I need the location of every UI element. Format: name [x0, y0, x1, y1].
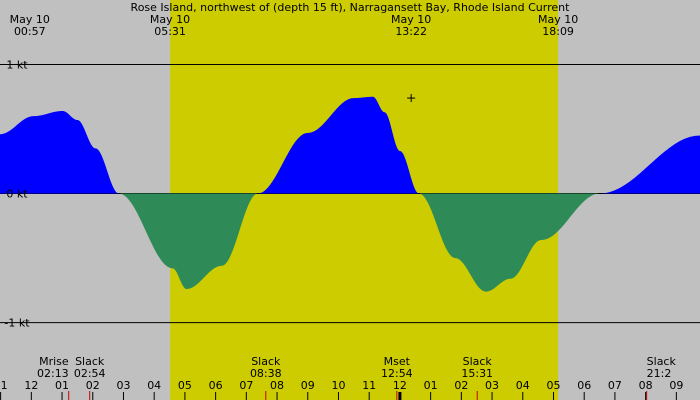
event-label: Slack [647, 355, 677, 368]
hour-label: 08 [270, 379, 284, 392]
event-time: 02:13 [37, 367, 69, 380]
y-tick-label: -1 kt [4, 317, 30, 330]
ebb-area [418, 193, 600, 292]
event-label: Mset [384, 355, 411, 368]
top-marker-date: May 10 [538, 13, 578, 26]
event-time: 15:31 [461, 367, 493, 380]
event-time: 02:54 [74, 367, 106, 380]
hour-label: 07 [608, 379, 622, 392]
hour-label: 10 [331, 379, 345, 392]
event-label: Slack [251, 355, 281, 368]
hour-label: 02 [454, 379, 468, 392]
hour-label: 08 [639, 379, 653, 392]
flood-area [599, 135, 700, 194]
hour-label: 03 [116, 379, 130, 392]
hour-label: 09 [301, 379, 315, 392]
chart-title: Rose Island, northwest of (depth 15 ft),… [131, 1, 571, 14]
hour-label: 01 [424, 379, 438, 392]
event-label: Mrise [39, 355, 69, 368]
top-marker-time: 00:57 [14, 25, 46, 38]
top-marker-time: 18:09 [542, 25, 574, 38]
event-time: 08:38 [250, 367, 282, 380]
hour-label: 04 [147, 379, 161, 392]
event-time: 21:2 [647, 367, 672, 380]
event-time: 12:54 [381, 367, 413, 380]
top-marker-date: May 10 [391, 13, 431, 26]
y-tick-label: 0 kt [6, 188, 28, 201]
ebb-area [118, 193, 258, 290]
hour-label: 12 [393, 379, 407, 392]
hour-label: 09 [669, 379, 683, 392]
hour-label: 05 [546, 379, 560, 392]
top-marker-time: 05:31 [154, 25, 186, 38]
hour-label: 12 [24, 379, 38, 392]
hour-label: 06 [577, 379, 591, 392]
hour-label: 07 [239, 379, 253, 392]
hour-label: 06 [209, 379, 223, 392]
hour-label: 03 [485, 379, 499, 392]
top-marker-time: 13:22 [395, 25, 427, 38]
event-labels: Mrise02:13Slack02:54Slack08:38Mset12:54S… [37, 355, 676, 400]
flood-area [257, 96, 419, 194]
event-label: Slack [463, 355, 493, 368]
top-marker-date: May 10 [150, 13, 190, 26]
hour-label: 01 [55, 379, 69, 392]
hour-label: 11 [0, 379, 8, 392]
hour-label: 04 [516, 379, 530, 392]
hour-label: 02 [86, 379, 100, 392]
y-tick-label: 1 kt [6, 59, 28, 72]
top-marker-date: May 10 [10, 13, 50, 26]
current-area-series [0, 96, 700, 292]
event-label: Slack [75, 355, 105, 368]
max-current-marker [407, 94, 416, 103]
hour-label: 11 [362, 379, 376, 392]
hour-axis: 11 12 01 02 03 04 05 06 07 08 09 10 11 12 01 02 03 04 05 06… [0, 379, 683, 400]
flood-area [0, 110, 119, 194]
hour-label: 05 [178, 379, 192, 392]
y-axis-labels: 1 kt 0 kt -1 kt [4, 59, 30, 330]
